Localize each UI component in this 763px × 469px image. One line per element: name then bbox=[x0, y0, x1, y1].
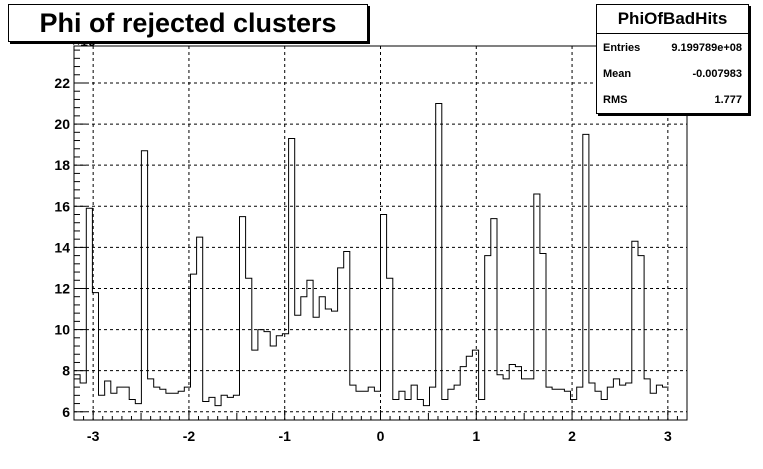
x-tick-label: 2 bbox=[568, 428, 576, 444]
y-tick-label: 10 bbox=[54, 322, 70, 338]
stats-value: -0.007983 bbox=[692, 68, 742, 80]
histogram-outline bbox=[74, 103, 669, 407]
y-tick-label: 12 bbox=[54, 280, 70, 296]
stats-row-rms: RMS 1.777 bbox=[597, 86, 748, 112]
x-tick-label: 1 bbox=[472, 428, 480, 444]
histogram-name: PhiOfBadHits bbox=[597, 5, 748, 34]
chart-title: Phi of rejected clusters bbox=[39, 7, 337, 38]
stats-box: PhiOfBadHits Entries 9.199789e+08 Mean -… bbox=[596, 4, 749, 114]
x-tick-label: -3 bbox=[87, 428, 100, 444]
x-tick-label: -2 bbox=[183, 428, 196, 444]
stats-row-mean: Mean -0.007983 bbox=[597, 60, 748, 86]
stats-value: 9.199789e+08 bbox=[671, 42, 742, 54]
x-tick-label: -1 bbox=[278, 428, 291, 444]
y-tick-label: 14 bbox=[54, 239, 70, 255]
y-tick-label: 16 bbox=[54, 198, 70, 214]
y-tick-label: 8 bbox=[62, 363, 70, 379]
y-tick-label: 20 bbox=[54, 116, 70, 132]
x-tick-label: 0 bbox=[377, 428, 385, 444]
y-tick-label: 6 bbox=[62, 404, 70, 420]
stats-key: Mean bbox=[603, 68, 632, 80]
y-tick-label: 18 bbox=[54, 157, 70, 173]
stats-row-entries: Entries 9.199789e+08 bbox=[597, 34, 748, 60]
stats-key: Entries bbox=[603, 42, 641, 54]
x-tick-label: 3 bbox=[664, 428, 672, 444]
stats-key: RMS bbox=[603, 94, 628, 106]
stats-value: 1.777 bbox=[714, 94, 742, 106]
y-tick-label: 22 bbox=[54, 75, 70, 91]
chart-title-box: Phi of rejected clusters bbox=[8, 4, 368, 42]
